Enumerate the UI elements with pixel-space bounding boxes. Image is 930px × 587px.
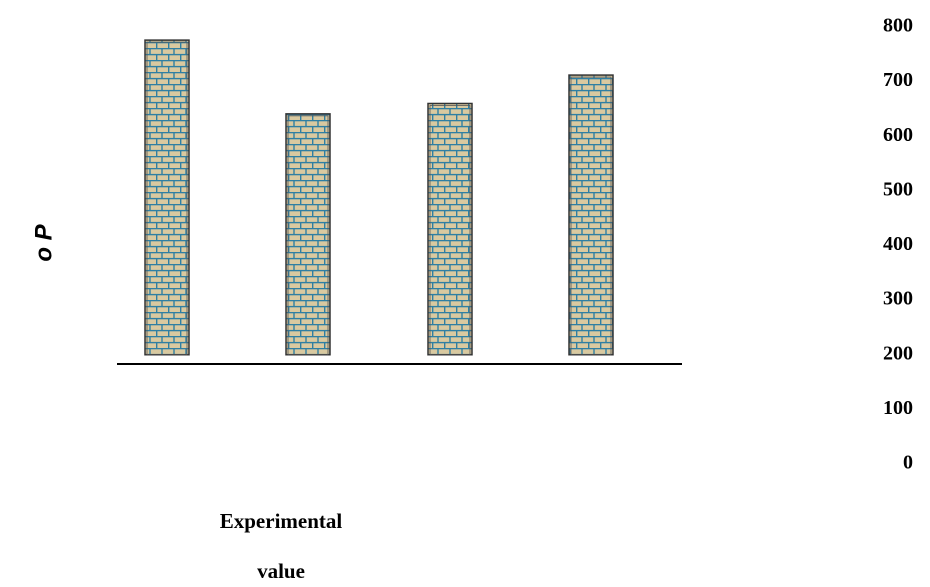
bar-inner-border	[429, 105, 471, 356]
bar	[144, 39, 190, 356]
y-tick-label: 300	[883, 288, 913, 310]
bar-inner-border	[287, 115, 329, 356]
y-tick-label: 800	[883, 15, 913, 37]
y-tick-label: 0	[903, 452, 913, 474]
y-tick-label: 500	[883, 178, 913, 200]
bar	[285, 113, 331, 356]
x-axis-label-line-2: value	[257, 559, 305, 583]
bar-inner-border	[146, 41, 188, 356]
bar-inner-border	[570, 76, 612, 356]
y-tick-labels: 800 700 600 500 400 300 200 100 0	[883, 15, 913, 474]
y-tick-label: 200	[883, 342, 913, 364]
bars-group	[144, 39, 614, 356]
y-tick-label: 400	[883, 233, 913, 255]
y-tick-label: 100	[883, 397, 913, 419]
bar	[427, 102, 473, 356]
x-axis-label-line-1: Experimental	[220, 509, 343, 533]
y-tick-label: 700	[883, 69, 913, 91]
bar	[568, 74, 614, 356]
y-axis-label: o P	[30, 223, 57, 261]
y-tick-label: 600	[883, 124, 913, 146]
